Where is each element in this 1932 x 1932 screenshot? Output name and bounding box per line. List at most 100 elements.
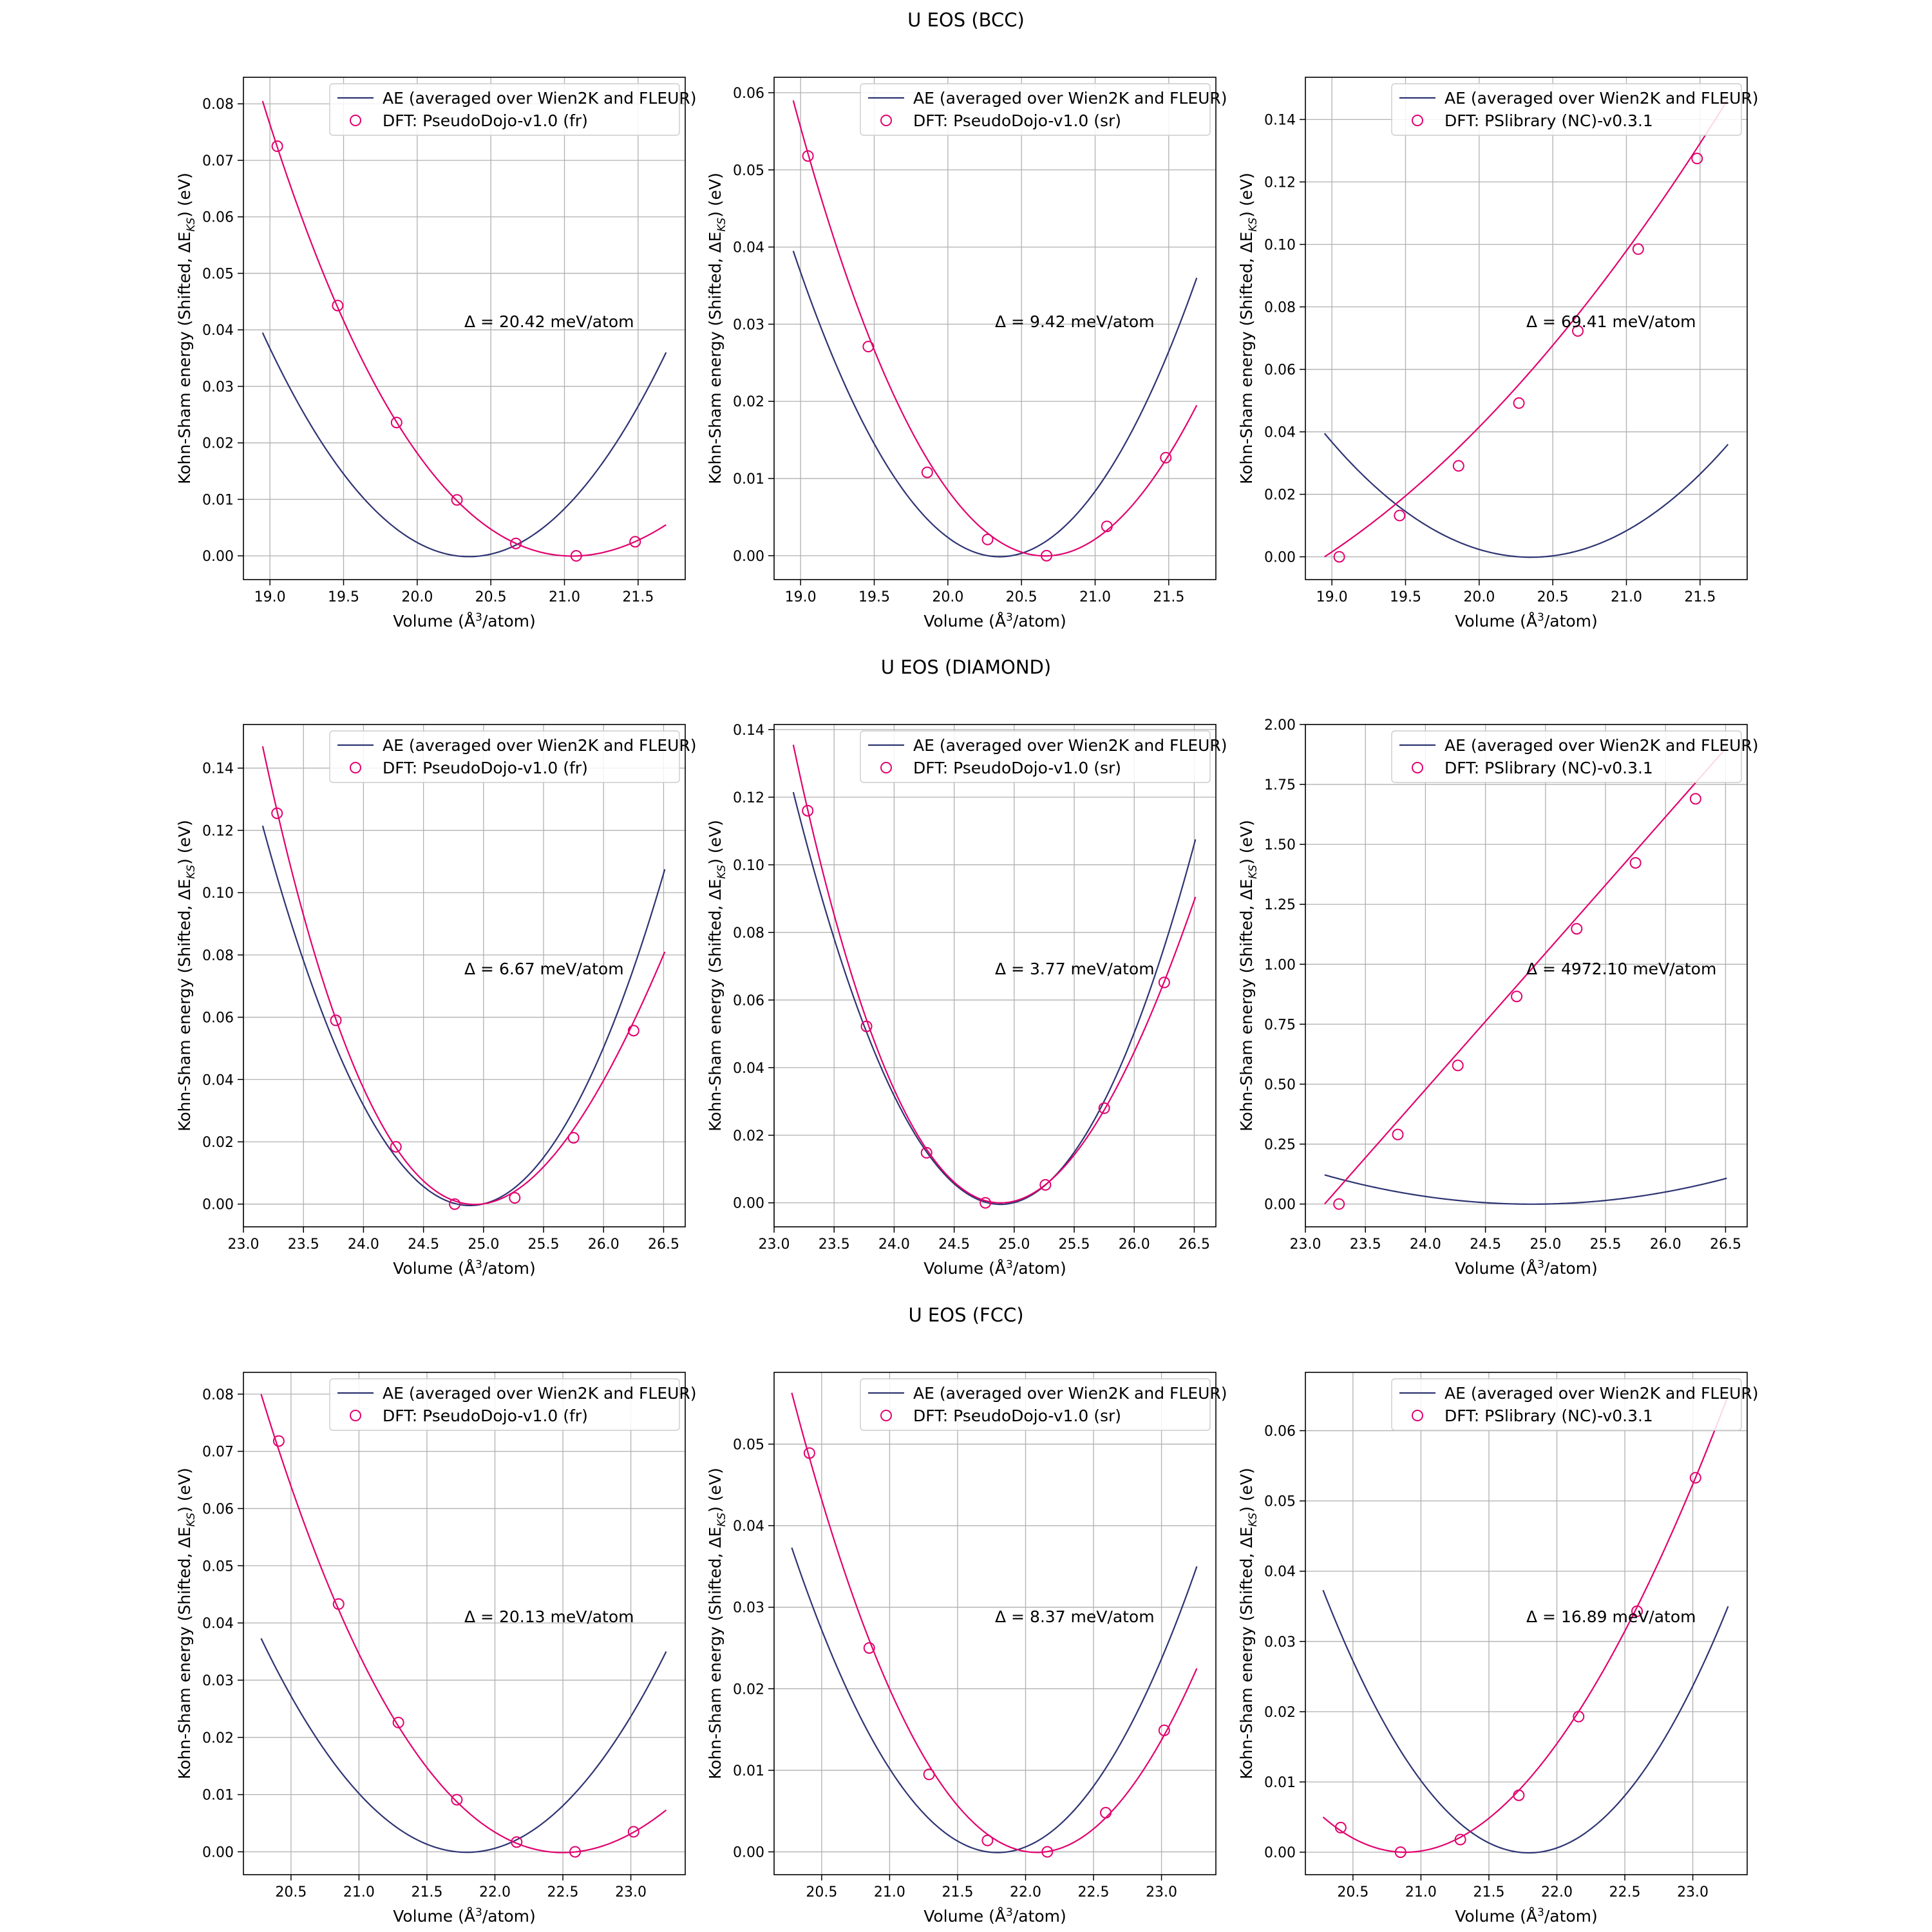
dft-data-point — [451, 1794, 463, 1806]
dft-series-line — [791, 1392, 1198, 1853]
y-tick-label: 0.00 — [1264, 550, 1296, 566]
y-axis-label: Kohn-Sham energy (Shifted, ΔEKS) (eV) — [1237, 820, 1260, 1132]
plot-frame — [773, 77, 1217, 580]
y-tick-label: 0.02 — [733, 1681, 764, 1698]
dft-data-point — [860, 1020, 873, 1032]
legend-dft-label: DFT: PseudoDojo-v1.0 (fr) — [383, 1406, 588, 1425]
dft-data-point — [332, 1598, 345, 1610]
delta-annotation: Δ = 8.37 meV/atom — [995, 1607, 1155, 1626]
y-tick-label: 0.02 — [202, 1135, 234, 1151]
dft-data-point — [390, 1141, 402, 1153]
dft-data-point — [1573, 1710, 1585, 1723]
row-title-bcc: U EOS (BCC) — [907, 9, 1025, 31]
dft-data-point — [1689, 793, 1701, 805]
legend-box — [329, 730, 680, 783]
dft-data-point — [1333, 1198, 1345, 1210]
x-tick-label: 25.0 — [468, 1236, 499, 1253]
x-axis-label: Volume (Å3/atom) — [393, 611, 536, 630]
x-axis-label: Volume (Å3/atom) — [1455, 611, 1598, 630]
x-tick-label: 26.5 — [1179, 1236, 1210, 1253]
x-tick-label: 20.5 — [1337, 1884, 1368, 1900]
dft-data-point — [627, 1025, 639, 1037]
dft-data-point — [981, 533, 994, 545]
legend-ae-label: AE (averaged over Wien2K and FLEUR) — [1444, 89, 1759, 108]
legend-box — [329, 1378, 680, 1431]
x-tick-label: 25.5 — [1059, 1236, 1090, 1253]
y-tick-label: 0.07 — [202, 1444, 234, 1461]
legend-ae-label: AE (averaged over Wien2K and FLEUR) — [1444, 1384, 1759, 1403]
x-tick-label: 22.0 — [1541, 1884, 1573, 1900]
delta-annotation: Δ = 9.42 meV/atom — [995, 312, 1155, 331]
dft-data-point — [1454, 1833, 1466, 1846]
dft-data-point — [627, 1826, 639, 1838]
x-axis-label: Volume (Å3/atom) — [393, 1906, 536, 1926]
y-tick-label: 0.04 — [733, 1061, 764, 1077]
y-axis-label: Kohn-Sham energy (Shifted, ΔEKS) (eV) — [706, 1468, 728, 1779]
x-tick-label: 22.0 — [1010, 1884, 1041, 1900]
y-tick-label: 0.12 — [733, 790, 764, 806]
legend-ae-label: AE (averaged over Wien2K and FLEUR) — [383, 1384, 697, 1403]
dft-data-point — [1629, 857, 1642, 869]
x-tick-label: 23.0 — [1677, 1884, 1709, 1900]
y-tick-label: 0.12 — [202, 823, 234, 839]
dft-data-point — [567, 1132, 580, 1144]
y-tick-label: 0.01 — [733, 1763, 764, 1779]
legend-ae-label: AE (averaged over Wien2K and FLEUR) — [383, 89, 697, 108]
dft-data-point — [923, 1768, 935, 1781]
y-tick-label: 0.08 — [733, 925, 764, 942]
chart-panel-0-2: 19.0 19.5 20.0 20.5 21.0 21.5 0.00 0.02 0.04 0.06… — [1237, 77, 1759, 630]
legend-dft-swatch — [880, 762, 892, 773]
legend-ae-label: AE (averaged over Wien2K and FLEUR) — [913, 1384, 1227, 1403]
dft-data-point — [1511, 990, 1523, 1003]
dft-data-point — [1513, 1789, 1525, 1801]
y-tick-label: 0.05 — [733, 1437, 764, 1453]
plot-frame — [773, 1372, 1217, 1875]
legend-box — [860, 1378, 1211, 1431]
y-tick-label: 0.04 — [733, 240, 764, 256]
legend-dft-label: DFT: PSlibrary (NC)-v0.3.1 — [1444, 111, 1653, 130]
y-tick-label: 0.05 — [202, 1558, 234, 1575]
dft-data-point — [1041, 549, 1053, 562]
x-tick-label: 25.5 — [1590, 1236, 1622, 1253]
y-axis-label: Kohn-Sham energy (Shifted, ΔEKS) (eV) — [1237, 1468, 1260, 1779]
dft-series-line — [792, 744, 1197, 1204]
x-tick-label: 24.5 — [938, 1236, 970, 1253]
y-tick-label: 0.01 — [202, 1788, 234, 1804]
x-tick-label: 20.0 — [932, 589, 963, 605]
y-tick-label: 0.06 — [1264, 1424, 1296, 1440]
y-tick-label: 0.03 — [202, 1673, 234, 1689]
ae-series-line — [791, 1547, 1198, 1853]
y-tick-label: 0.75 — [1264, 1017, 1296, 1033]
y-tick-label: 0.06 — [733, 86, 764, 102]
y-tick-label: 0.00 — [733, 549, 764, 565]
y-tick-label: 0.04 — [202, 1616, 234, 1632]
dft-data-point — [921, 466, 933, 478]
legend-dft-swatch — [1412, 1410, 1423, 1421]
legend-dft-swatch — [880, 1410, 892, 1421]
y-tick-label: 0.08 — [202, 97, 234, 113]
y-tick-label: 0.02 — [1264, 488, 1296, 504]
y-axis-label: Kohn-Sham energy (Shifted, ΔEKS) (eV) — [175, 820, 198, 1132]
x-tick-label: 21.0 — [343, 1884, 375, 1900]
y-tick-label: 0.06 — [202, 210, 234, 226]
x-tick-label: 26.0 — [1119, 1236, 1150, 1253]
x-tick-label: 22.0 — [479, 1884, 511, 1900]
x-tick-label: 24.0 — [348, 1236, 379, 1253]
y-tick-label: 0.03 — [202, 379, 234, 395]
legend-box — [1391, 730, 1742, 783]
dft-data-point — [802, 804, 814, 817]
x-tick-label: 21.0 — [549, 589, 580, 605]
dft-data-point — [1160, 451, 1172, 464]
dft-data-point — [1691, 153, 1703, 165]
dft-data-point — [981, 1834, 994, 1846]
y-tick-label: 1.25 — [1264, 897, 1296, 913]
y-tick-label: 0.00 — [733, 1196, 764, 1212]
x-tick-label: 21.0 — [1611, 589, 1642, 605]
y-tick-label: 0.00 — [202, 1844, 234, 1861]
delta-annotation: Δ = 20.42 meV/atom — [464, 312, 634, 331]
x-tick-label: 26.5 — [648, 1236, 679, 1253]
y-tick-label: 0.00 — [1264, 1845, 1296, 1861]
dft-data-point — [390, 417, 402, 429]
dft-data-point — [1158, 1724, 1170, 1736]
x-axis-label: Volume (Å3/atom) — [1455, 1258, 1598, 1278]
